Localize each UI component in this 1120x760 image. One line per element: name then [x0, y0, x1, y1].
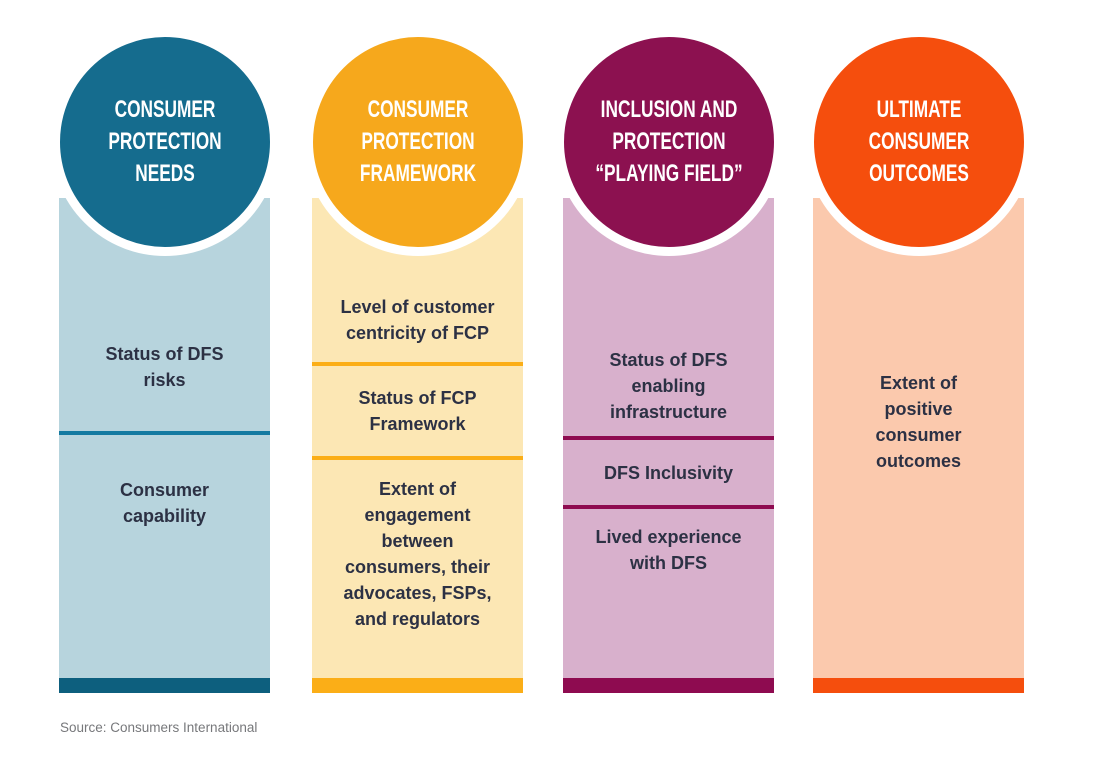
indicator-label: Status of FCP Framework — [358, 388, 477, 434]
divider-line — [312, 362, 523, 366]
column-ultimate-consumer-outcomes: Extent of positive consumer outcomes — [813, 198, 1024, 693]
divider-line — [563, 436, 774, 440]
indicator-label: Extent of engagement between consumers, … — [343, 479, 492, 629]
stage-title: CONSUMER PROTECTION FRAMEWORK — [359, 96, 477, 187]
column-accent-bar — [59, 678, 270, 693]
indicator-cell: Extent of engagement between consumers, … — [312, 460, 523, 678]
indicator-label: Consumer capability — [119, 479, 209, 526]
indicator-cell: Extent of positive consumer outcomes — [813, 198, 1024, 678]
source-note: Source: Consumers International — [60, 720, 258, 735]
column-consumer-protection-needs: Status of DFS risks Consumer capability — [59, 198, 270, 693]
stage-circle-ultimate-consumer-outcomes: ULTIMATE CONSUMER OUTCOMES — [805, 28, 1033, 256]
indicator-label: Extent of positive consumer outcomes — [875, 373, 962, 471]
indicator-cell: Status of FCP Framework — [312, 366, 523, 456]
column-body: Level of customer centricity of FCP Stat… — [312, 198, 523, 678]
stage-title: ULTIMATE CONSUMER OUTCOMES — [868, 96, 970, 187]
indicator-label: Status of DFS enabling infrastructure — [609, 350, 728, 422]
column-inclusion-and-protection-playing-field: Status of DFS enabling infrastructure DF… — [563, 198, 774, 693]
indicator-label: DFS Inclusivity — [603, 462, 734, 483]
indicator-label: Lived experience with DFS — [595, 526, 742, 573]
column-accent-bar — [312, 678, 523, 693]
stage-circle-consumer-protection-needs: CONSUMER PROTECTION NEEDS — [51, 28, 279, 256]
divider-line — [59, 431, 270, 435]
column-accent-bar — [813, 678, 1024, 693]
indicator-cell: DFS Inclusivity — [563, 440, 774, 505]
indicator-label: Level of customer centricity of FCP — [340, 297, 495, 343]
divider-line — [563, 505, 774, 509]
indicator-cell: Status of DFS enabling infrastructure — [563, 198, 774, 436]
column-body: Extent of positive consumer outcomes — [813, 198, 1024, 678]
indicator-label: Status of DFS risks — [105, 343, 224, 390]
column-consumer-protection-framework: Level of customer centricity of FCP Stat… — [312, 198, 523, 693]
column-accent-bar — [563, 678, 774, 693]
divider-line — [312, 456, 523, 460]
column-body: Status of DFS enabling infrastructure DF… — [563, 198, 774, 678]
indicator-cell: Level of customer centricity of FCP — [312, 198, 523, 362]
stage-title: CONSUMER PROTECTION NEEDS — [108, 96, 222, 187]
stage-circle-inclusion-and-protection-playing-field: INCLUSION AND PROTECTION “PLAYING FIELD” — [555, 28, 783, 256]
stage-circle-consumer-protection-framework: CONSUMER PROTECTION FRAMEWORK — [304, 28, 532, 256]
indicator-cell: Lived experience with DFS — [563, 509, 774, 678]
stage-title: INCLUSION AND PROTECTION “PLAYING FIELD” — [595, 96, 743, 187]
indicator-cell: Status of DFS risks — [59, 198, 270, 431]
indicator-cell: Consumer capability — [59, 435, 270, 678]
column-body: Status of DFS risks Consumer capability — [59, 198, 270, 678]
